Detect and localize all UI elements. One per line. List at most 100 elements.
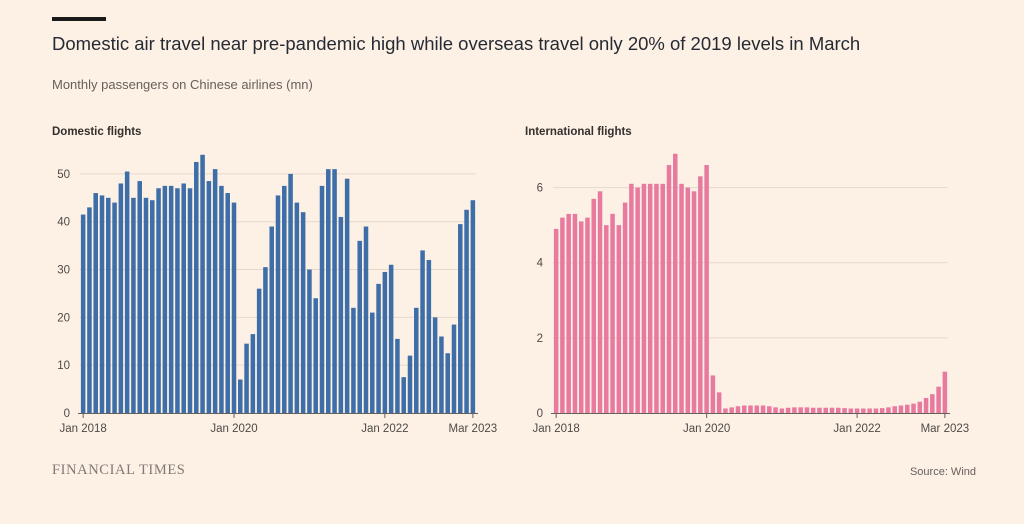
bar <box>591 198 597 413</box>
bar <box>760 405 766 413</box>
bar <box>200 154 205 414</box>
x-tick-label: Jan 2022 <box>361 423 408 435</box>
bar <box>879 408 885 413</box>
y-tick-label: 20 <box>57 312 70 324</box>
y-tick-label: 30 <box>57 265 70 277</box>
bar <box>294 202 300 413</box>
bar <box>181 183 186 413</box>
bar <box>143 197 149 413</box>
bar <box>307 269 312 413</box>
bar <box>754 405 760 413</box>
bar <box>256 288 262 413</box>
y-tick-label: 0 <box>64 408 70 420</box>
bar <box>566 213 571 413</box>
bar <box>898 405 904 413</box>
bar <box>231 202 237 413</box>
bar <box>610 213 615 413</box>
bar <box>779 408 785 413</box>
bar <box>848 408 854 413</box>
bar <box>414 307 419 413</box>
bar <box>93 193 98 413</box>
bar <box>357 240 362 413</box>
bar <box>741 405 747 413</box>
bar <box>685 187 691 413</box>
bar <box>660 183 665 413</box>
bar <box>156 188 161 413</box>
bar <box>187 188 193 413</box>
bar <box>873 408 879 413</box>
bar <box>892 406 897 413</box>
chart-subtitle: Monthly passengers on Chinese airlines (… <box>52 77 313 92</box>
bar <box>212 169 218 413</box>
bar <box>162 185 168 413</box>
bar <box>464 209 469 413</box>
y-tick-label: 6 <box>537 183 543 195</box>
x-tick-label: Jan 2020 <box>683 423 730 435</box>
bar <box>445 353 450 413</box>
bar <box>635 187 640 413</box>
bar <box>729 407 734 413</box>
bar <box>370 312 375 413</box>
bar <box>451 324 457 413</box>
bar <box>560 217 565 413</box>
bar <box>748 405 753 413</box>
bar <box>300 212 306 413</box>
bar <box>854 408 860 413</box>
bar <box>426 259 432 413</box>
bar <box>735 406 741 413</box>
bar <box>867 408 872 413</box>
bar <box>263 267 268 413</box>
x-tick-label: Jan 2020 <box>210 423 257 435</box>
bar <box>785 407 791 413</box>
bar <box>99 195 105 413</box>
y-tick-label: 0 <box>537 408 543 420</box>
bar <box>175 188 180 413</box>
international-flights-panel: International flights 0 2 4 6 Jan 2018 Jan 202… <box>525 126 969 435</box>
bar <box>326 169 331 413</box>
bar <box>616 225 622 413</box>
bar <box>817 407 822 413</box>
bar <box>106 197 111 413</box>
bar <box>470 200 476 413</box>
bar <box>911 403 916 413</box>
bar <box>886 407 891 413</box>
bar <box>313 298 318 413</box>
bar <box>829 407 835 413</box>
bar <box>723 408 728 413</box>
y-tick-label: 4 <box>537 258 544 270</box>
bar <box>691 191 697 413</box>
bar <box>319 185 325 413</box>
panel-title: Domestic flights <box>52 126 141 138</box>
chart-title: Domestic air travel near pre-pandemic hi… <box>52 33 861 54</box>
bar <box>219 185 224 413</box>
bar <box>604 225 609 413</box>
bar <box>679 183 684 413</box>
bar <box>810 407 816 413</box>
bar <box>597 191 603 413</box>
bar <box>407 355 413 413</box>
bar <box>641 183 647 413</box>
bar <box>332 169 337 413</box>
bar <box>904 404 910 413</box>
bar <box>338 216 344 413</box>
bar <box>282 185 287 413</box>
bar <box>767 406 772 413</box>
bar <box>80 214 86 413</box>
bar <box>432 317 438 413</box>
bar <box>118 183 124 413</box>
bar <box>288 173 293 413</box>
bar <box>666 165 672 413</box>
bar <box>585 217 590 413</box>
bar <box>936 386 941 413</box>
bar <box>269 226 274 413</box>
bar <box>842 408 847 413</box>
bar <box>168 185 174 413</box>
bar <box>792 407 797 413</box>
bar <box>137 181 142 413</box>
bar <box>439 336 444 413</box>
bar <box>798 407 803 413</box>
bar <box>351 307 356 413</box>
bar <box>930 394 935 413</box>
bar <box>572 213 578 413</box>
